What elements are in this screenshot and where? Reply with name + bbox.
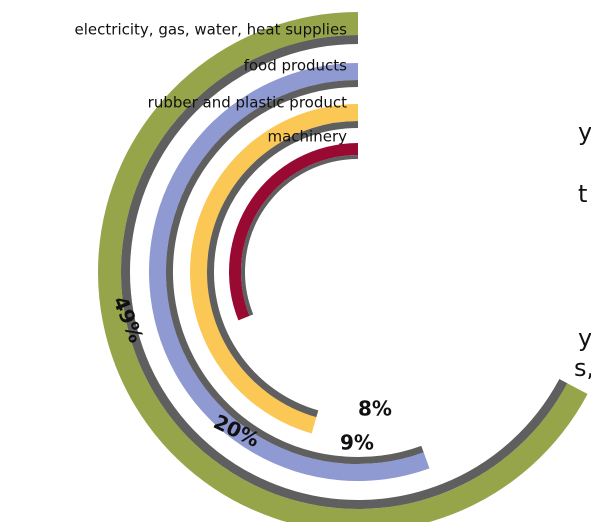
series-label-food-products: food products [244,57,348,75]
series-label-machinery: machinery [267,128,347,146]
track-electricity-gas-water-heat-supplies [121,35,568,509]
track-rubber-and-plastic-product [206,121,359,418]
value-label-rubber-and-plastic-product: 9% [340,431,374,455]
clipped-text-fragment-1: y [578,118,591,146]
series-label-rubber-and-plastic-product: rubber and plastic product [148,94,347,112]
series-label-electricity-gas-water-heat-supplies: electricity, gas, water, heat supplies [75,21,348,39]
track-food-products [165,80,424,464]
track-machinery [241,155,359,316]
clipped-text-fragment-2: t [578,180,588,208]
value-label-machinery: 8% [358,397,392,421]
clipped-text-fragment-4: s, [574,354,591,382]
bar-machinery [228,143,358,321]
bar-rubber-and-plastic-product [190,104,358,434]
clipped-text-fragment-3: y [578,324,591,352]
